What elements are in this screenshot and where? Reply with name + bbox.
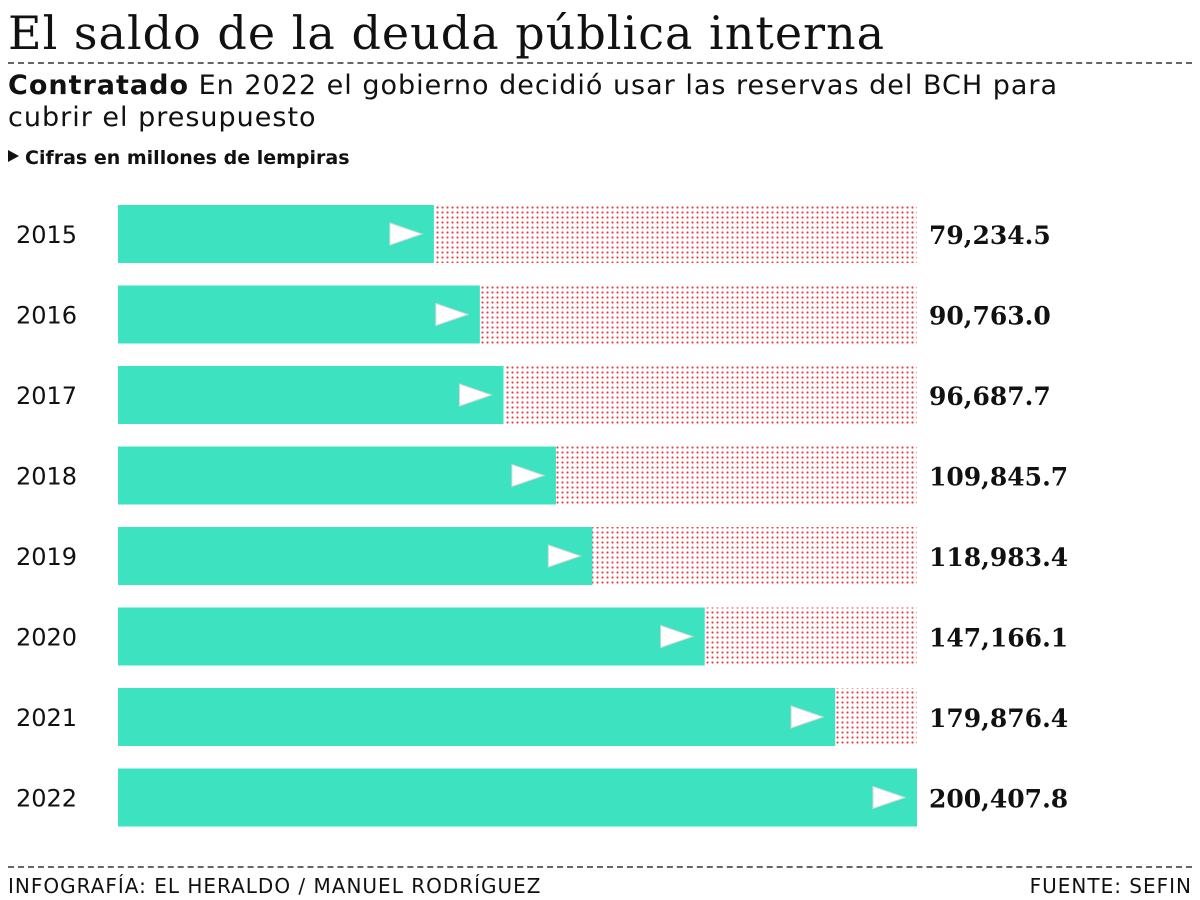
arrow-icon-2019	[547, 544, 582, 568]
value-label-2016: 90,763.0	[929, 302, 1051, 331]
arrow-icon-2018	[511, 463, 546, 488]
arrow-icon-2015	[389, 222, 424, 246]
arrow-icon-2021	[790, 705, 825, 729]
arrow-icon-2017	[458, 383, 494, 407]
bar-2019	[118, 527, 593, 585]
category-label-2017: 2017	[16, 382, 77, 410]
category-label-2021: 2021	[16, 704, 77, 732]
bar-2017	[118, 366, 504, 424]
subtitle-text: En 2022 el gobierno decidió usar las res…	[8, 70, 1059, 133]
arrow-icon-2022	[872, 785, 907, 810]
category-label-2022: 2022	[16, 785, 77, 813]
category-label-2020: 2020	[16, 624, 77, 652]
subtitle-lead: Contratado	[8, 70, 190, 101]
value-label-2022: 200,407.8	[929, 785, 1068, 814]
bar-2015	[118, 205, 434, 263]
credit: INFOGRAFÍA: EL HERALDO / MANUEL RODRÍGUE…	[8, 874, 542, 898]
bar-2018	[118, 446, 556, 505]
value-label-2018: 109,845.7	[929, 463, 1068, 492]
source: FUENTE: SEFIN	[1029, 874, 1192, 898]
arrow-icon-2016	[435, 302, 470, 327]
bar-chart: 2015 79,234.5 2016 90,763.0 2017 96,687.7 2018…	[16, 205, 1068, 827]
bar-2020	[118, 607, 705, 666]
arrow-icon-2020	[660, 624, 695, 649]
category-label-2016: 2016	[16, 302, 77, 330]
value-label-2019: 118,983.4	[929, 543, 1068, 572]
page-title: El saldo de la deuda pública interna	[8, 6, 886, 60]
category-label-2019: 2019	[16, 543, 77, 571]
bar-2022	[118, 768, 917, 827]
chart-rows: 2015 79,234.5 2016 90,763.0 2017 96,687.7 2018…	[16, 205, 1068, 827]
unit-note: Cifras en millones de lempiras	[8, 147, 350, 169]
value-label-2015: 79,234.5	[929, 221, 1051, 250]
subtitle: Contratado En 2022 el gobierno decidió u…	[8, 70, 1138, 134]
triangle-bullet-icon	[8, 150, 19, 162]
bar-2016	[118, 285, 480, 344]
value-label-2021: 179,876.4	[929, 704, 1068, 733]
title-divider	[8, 62, 1192, 64]
footer-divider	[8, 866, 1192, 868]
value-label-2020: 147,166.1	[929, 624, 1068, 653]
unit-note-text: Cifras en millones de lempiras	[25, 147, 350, 169]
bar-2021	[118, 688, 836, 746]
category-label-2015: 2015	[16, 221, 77, 249]
value-label-2017: 96,687.7	[929, 382, 1051, 411]
category-label-2018: 2018	[16, 463, 77, 491]
